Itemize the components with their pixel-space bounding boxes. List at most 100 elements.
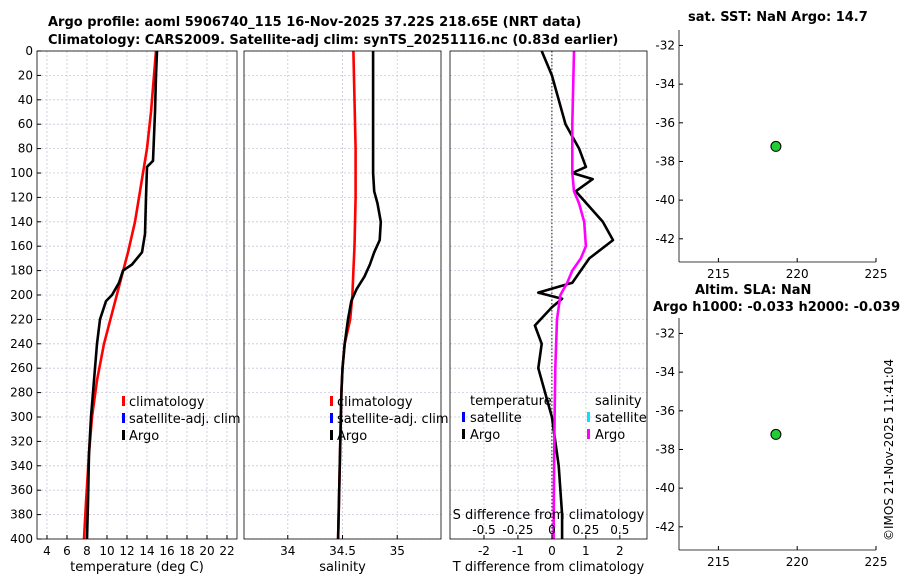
difference-series-s-argo [552, 50, 588, 540]
s-diff-tick-label: 0.5 [610, 523, 629, 537]
sst-map-xtick-label: 215 [707, 267, 730, 281]
difference-xtick-label: 2 [616, 544, 624, 558]
depth-tick-label: 80 [18, 142, 33, 156]
depth-tick-label: 200 [10, 288, 33, 302]
sst-map-xtick-label: 220 [786, 267, 809, 281]
temperature-xtick-label: 8 [83, 544, 91, 558]
temperature-legend-label: Argo [129, 429, 159, 444]
difference-panel: -2 -1 0 1 2 T difference from climatology S di… [450, 50, 647, 575]
diff-legend-s-title: salinity [595, 394, 642, 409]
diff-legend-t-satellite-swatch [462, 412, 465, 422]
sla-map-xtick-label: 225 [865, 555, 888, 569]
main-title-line1: Argo profile: aoml 5906740_115 16-Nov-20… [48, 15, 582, 30]
difference-frame [449, 50, 648, 540]
depth-tick-label: 240 [10, 337, 33, 351]
difference-xlabel: T difference from climatology [452, 560, 645, 575]
diff-legend-s-satellite-label: satellite [595, 411, 647, 426]
sla-map-argo-location-marker [770, 428, 782, 440]
depth-tick-label: 160 [10, 239, 33, 253]
sla-map-xtick-label: 215 [707, 555, 730, 569]
salinity-legend-label: Argo [337, 429, 367, 444]
sla-map-ytick-label: -36 [655, 404, 675, 418]
difference-axes [449, 50, 648, 540]
main-title-line2: Climatology: CARS2009. Satellite-adj cli… [48, 33, 619, 48]
difference-xtick-label: -1 [512, 544, 524, 558]
depth-tick-label: 380 [10, 508, 33, 522]
depth-tick-label: 120 [10, 190, 33, 204]
temperature-xtick-label: 14 [139, 544, 154, 558]
s-diff-tick-label: -0.5 [472, 523, 495, 537]
depth-tick-label: 280 [10, 386, 33, 400]
diff-legend-t-argo-label: Argo [470, 428, 500, 443]
temperature-series-argo [85, 50, 159, 540]
temperature-legend-swatch [122, 413, 125, 423]
temperature-panel: 4 6 8 10 12 14 16 18 20 22 temperature (deg C) 0 20 4… [10, 44, 241, 575]
depth-tick-label: 100 [10, 166, 33, 180]
temperature-legend-swatch [122, 396, 125, 406]
sst-map-ytick-label: -34 [655, 77, 675, 91]
salinity-legend-swatch [330, 413, 333, 423]
depth-tick-label: 60 [18, 117, 33, 131]
temperature-legend-label: climatology [129, 395, 205, 410]
sst-map-ytick-label: -42 [655, 232, 675, 246]
depth-tick-label: 180 [10, 264, 33, 278]
depth-tick-label: 300 [10, 410, 33, 424]
sla-map-ytick-label: -38 [655, 442, 675, 456]
difference-xlabel-top: S difference from climatology [453, 508, 645, 523]
temperature-legend-swatch [122, 430, 125, 440]
depth-tick-label: 20 [18, 68, 33, 82]
difference-xtick-label: 1 [582, 544, 590, 558]
temperature-xtick-label: 20 [199, 544, 214, 558]
depth-tick-label: 40 [18, 93, 33, 107]
salinity-axes [243, 50, 442, 540]
depth-tick-label: 140 [10, 215, 33, 229]
depth-tick-label: 220 [10, 312, 33, 326]
temperature-axes [36, 50, 238, 540]
sst-map-xtick-label: 225 [865, 267, 888, 281]
salinity-panel: 34 34.5 35 salinity climatology satellite-adj… [244, 50, 449, 575]
sst-title: sat. SST: NaN Argo: 14.7 [688, 10, 868, 25]
difference-xtick-label: 0 [548, 544, 556, 558]
sst-map-ytick-label: -38 [655, 154, 675, 168]
salinity-xtick-label: 34 [280, 544, 295, 558]
sla-map-xtick-label: 220 [786, 555, 809, 569]
sla-title-line2: Argo h1000: -0.033 h2000: -0.039 [653, 300, 900, 315]
temperature-xtick-label: 12 [119, 544, 134, 558]
temperature-legend-label: satellite-adj. clim [129, 412, 241, 427]
depth-tick-label: 0 [25, 44, 33, 58]
depth-tick-label: 320 [10, 434, 33, 448]
salinity-legend-label: climatology [337, 395, 413, 410]
salinity-xtick-label: 35 [390, 544, 405, 558]
diff-legend-s-argo-swatch [587, 429, 590, 439]
sla-map-ytick-label: -34 [655, 365, 675, 379]
difference-series-t-argo [533, 50, 615, 539]
temperature-xtick-label: 22 [219, 544, 234, 558]
temperature-xtick-label: 16 [159, 544, 174, 558]
s-diff-tick-label: 0.25 [573, 523, 600, 537]
sla-map-ytick-label: -42 [655, 520, 675, 534]
salinity-legend-swatch [330, 396, 333, 406]
sla-map-ytick-label: -32 [655, 326, 675, 340]
sla-map-ytick-label: -40 [655, 481, 675, 495]
sla-title-line1: Altim. SLA: NaN [695, 283, 812, 298]
diff-legend-s-satellite-swatch [587, 412, 590, 422]
temperature-xtick-label: 10 [99, 544, 114, 558]
temperature-xtick-label: 4 [43, 544, 51, 558]
diff-legend-s-argo-label: Argo [595, 428, 625, 443]
sst-map-ytick-label: -32 [655, 38, 675, 52]
diff-legend-t-title: temperature [470, 394, 552, 409]
sst-map-panel: 215 220 225 -32 -34 -36 -38 -40 -42 [655, 30, 887, 281]
sst-map-argo-location-marker [770, 140, 782, 152]
depth-tick-label: 400 [10, 532, 33, 546]
salinity-frame [243, 50, 442, 540]
s-diff-tick-label: -0.25 [502, 523, 533, 537]
temperature-xlabel: temperature (deg C) [70, 560, 204, 575]
temperature-frame [36, 50, 238, 540]
s-diff-tick-label: 0 [548, 523, 556, 537]
depth-tick-label: 340 [10, 459, 33, 473]
sst-map-ytick-label: -36 [655, 116, 675, 130]
salinity-legend-label: satellite-adj. clim [337, 412, 449, 427]
salinity-xtick-label: 34.5 [329, 544, 356, 558]
diff-legend-t-satellite-label: satellite [470, 411, 522, 426]
